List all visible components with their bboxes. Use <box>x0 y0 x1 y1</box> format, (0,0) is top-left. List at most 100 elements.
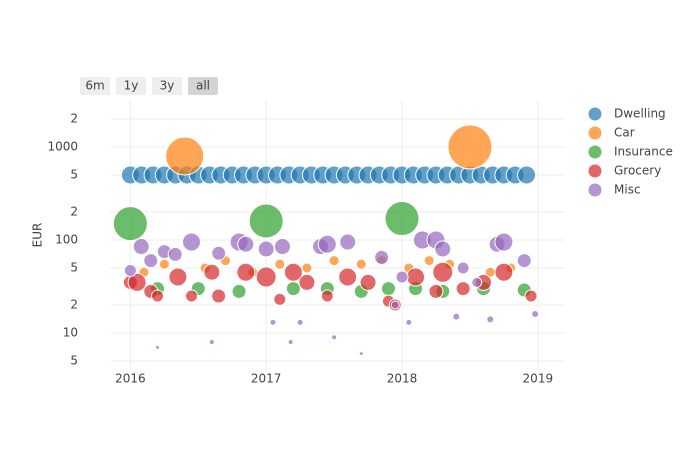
bubble <box>328 255 340 267</box>
y-tick-label: 2 <box>70 204 78 218</box>
bubble <box>155 344 161 350</box>
y-tick-label: 2 <box>70 111 78 125</box>
bubble <box>231 283 247 299</box>
bubble <box>455 281 471 297</box>
bubble <box>287 339 294 346</box>
x-tick-label: 2016 <box>115 372 146 386</box>
bubble <box>339 233 357 251</box>
bubble <box>211 288 227 304</box>
bubble <box>358 351 364 357</box>
button-label[interactable]: 3y <box>160 79 175 93</box>
bubble <box>248 203 284 239</box>
bubble <box>181 232 201 252</box>
bubble <box>184 289 198 303</box>
bubble <box>151 289 165 303</box>
bubble <box>123 263 137 277</box>
bubble <box>380 281 396 297</box>
bubble <box>494 262 514 282</box>
legend-label: Grocery <box>614 164 661 178</box>
bubble <box>405 318 413 326</box>
bubble <box>456 261 470 275</box>
button-bg[interactable] <box>152 77 182 95</box>
button-label[interactable]: 6m <box>85 79 104 93</box>
bubble <box>257 240 275 258</box>
bubble <box>531 310 540 319</box>
bubble <box>471 276 483 288</box>
bubble <box>359 273 377 291</box>
bubble <box>167 246 183 262</box>
bubble <box>273 292 287 306</box>
bubble <box>486 315 495 324</box>
bubble <box>494 232 514 252</box>
legend-label: Misc <box>614 183 641 197</box>
bubble <box>211 245 227 261</box>
y-tick-label: 1000 <box>47 139 78 153</box>
y-tick-label: 10 <box>63 325 78 339</box>
bubble <box>255 266 277 288</box>
y-axis-label: EUR <box>31 223 45 248</box>
y-tick-label: 5 <box>70 353 78 367</box>
bubble <box>301 262 313 274</box>
bubble <box>112 206 148 242</box>
button-label[interactable]: 1y <box>124 79 139 93</box>
legend-label: Car <box>614 126 635 140</box>
legend-label: Insurance <box>614 145 673 159</box>
bubble <box>395 270 409 284</box>
bubble <box>296 318 304 326</box>
bubble <box>390 300 400 310</box>
x-tick-label: 2017 <box>251 372 282 386</box>
button-bg[interactable] <box>188 77 218 95</box>
x-tick-label: 2018 <box>387 372 418 386</box>
legend-marker <box>587 144 603 160</box>
bubble <box>338 267 358 287</box>
legend-label: Dwelling <box>614 107 666 121</box>
bubble <box>320 289 334 303</box>
bubble <box>274 258 286 270</box>
bubble <box>127 272 147 292</box>
legend-marker <box>587 163 603 179</box>
range-button[interactable]: all <box>188 77 218 95</box>
bubble <box>406 267 426 287</box>
bubble <box>432 261 454 283</box>
bubble <box>132 238 150 256</box>
bubble <box>269 318 277 326</box>
legend-marker <box>587 182 603 198</box>
bubble <box>168 267 188 287</box>
bubble <box>447 124 493 170</box>
bubble <box>331 334 338 341</box>
range-button[interactable]: 3y <box>152 77 182 95</box>
bubble <box>236 262 256 282</box>
y-tick-label: 2 <box>70 297 78 311</box>
bubble <box>452 312 461 321</box>
bubble <box>283 262 303 282</box>
bubble <box>237 235 255 253</box>
bubble <box>273 238 291 256</box>
button-bg[interactable] <box>80 77 110 95</box>
bubble <box>158 258 170 270</box>
bubble <box>524 289 538 303</box>
bubble <box>317 234 337 254</box>
legend-marker <box>587 125 603 141</box>
button-bg[interactable] <box>116 77 146 95</box>
bubble <box>285 281 301 297</box>
y-tick-label: 5 <box>70 260 78 274</box>
bubble <box>374 249 390 265</box>
bubble <box>428 283 444 299</box>
y-tick-label: 100 <box>55 232 78 246</box>
bubble <box>384 201 420 237</box>
bubble <box>208 339 215 346</box>
range-button[interactable]: 1y <box>116 77 146 95</box>
y-tick-label: 5 <box>70 167 78 181</box>
bubble <box>165 136 205 176</box>
bubble <box>516 253 532 269</box>
button-label[interactable]: all <box>196 79 210 93</box>
legend-marker <box>587 106 603 122</box>
bubble <box>434 240 452 258</box>
range-button[interactable]: 6m <box>80 77 110 95</box>
bubble <box>298 273 316 291</box>
x-tick-label: 2019 <box>523 372 554 386</box>
bubble <box>143 253 159 269</box>
bubble <box>423 255 435 267</box>
bubble <box>203 263 221 281</box>
